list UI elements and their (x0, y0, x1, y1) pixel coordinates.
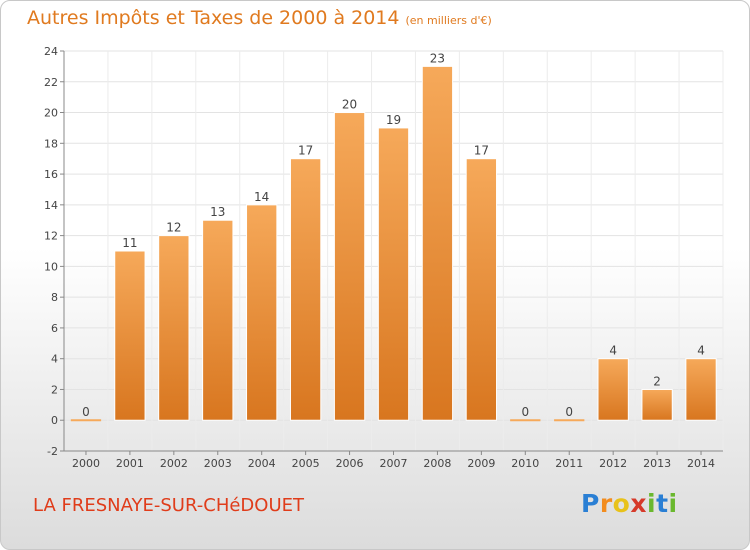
x-tick-label: 2002 (160, 457, 188, 470)
proxiti-logo[interactable]: Proxiti (581, 489, 678, 518)
logo-letter: P (581, 489, 600, 518)
y-tick-label: 14 (44, 199, 58, 212)
bar (685, 358, 717, 421)
bar-value-label: 12 (166, 221, 181, 235)
y-tick-label: 4 (51, 353, 58, 366)
y-tick-label: 22 (44, 76, 58, 89)
bar (289, 158, 322, 421)
y-tick-label: 20 (44, 107, 58, 120)
bar-layer (70, 65, 717, 422)
bar (597, 358, 629, 421)
y-tick-label: 16 (44, 168, 58, 181)
x-tick-label: 2001 (116, 457, 144, 470)
chart-unit: (en milliers d'€) (405, 14, 492, 27)
x-tick-label: 2012 (599, 457, 627, 470)
bar-value-label: 20 (342, 98, 357, 112)
bar-value-label: 2 (653, 374, 661, 388)
x-tick-label: 2014 (687, 457, 715, 470)
bar-value-label: 17 (474, 144, 489, 158)
y-tick-label: 6 (51, 322, 58, 335)
y-tick-label: 2 (51, 383, 58, 396)
bar (641, 388, 673, 421)
logo-letter: i (647, 489, 657, 518)
logo-letter: x (630, 489, 647, 518)
logo-letter: o (612, 489, 631, 518)
y-tick-label: 10 (44, 260, 58, 273)
bar-value-label: 0 (521, 405, 529, 419)
bar-value-label: 14 (254, 190, 269, 204)
bar-value-label: 0 (82, 405, 90, 419)
y-tick-label: 8 (51, 291, 58, 304)
bar-value-label: 4 (609, 344, 617, 358)
commune-name: LA FRESNAYE-SUR-CHéDOUET (33, 495, 305, 516)
y-tick-label: 18 (44, 137, 58, 150)
bar-value-label: 11 (122, 236, 137, 250)
y-tick-label: 0 (51, 414, 58, 427)
x-tick-label: 2003 (204, 457, 232, 470)
x-tick-label: 2013 (643, 457, 671, 470)
bar (246, 204, 278, 421)
label-layer: 0 11 12 13 14 17 20 19 23 17 0 0 4 2 4 (82, 51, 705, 419)
y-tick-label: 24 (44, 45, 58, 58)
x-tick-label: 2000 (72, 457, 100, 470)
logo-letter: t (656, 489, 669, 518)
x-tick-label: 2009 (467, 457, 495, 470)
y-tick-label: -2 (47, 445, 58, 458)
logo-letter: r (599, 489, 613, 518)
x-tick-label: 2005 (292, 457, 320, 470)
x-tick-label: 2006 (336, 457, 364, 470)
bar (202, 219, 234, 421)
bar (333, 112, 366, 421)
bar (421, 65, 454, 421)
x-tick-label: 2007 (380, 457, 408, 470)
x-tick-label: 2004 (248, 457, 276, 470)
x-tick-label: 2008 (423, 457, 451, 470)
bar-value-label: 19 (386, 113, 401, 127)
x-tick-label: 2010 (511, 457, 539, 470)
bar-value-label: 4 (697, 344, 705, 358)
chart-title-block: Autres Impôts et Taxes de 2000 à 2014 (en… (27, 7, 492, 29)
bar-value-label: 0 (565, 405, 573, 419)
bar-value-label: 23 (430, 51, 445, 65)
bar-value-label: 17 (298, 144, 313, 158)
chart-title: Autres Impôts et Taxes de 2000 à 2014 (27, 7, 400, 29)
bar (377, 127, 410, 421)
y-tick-label: 12 (44, 230, 58, 243)
bar (114, 250, 146, 421)
logo-letter: i (668, 489, 678, 518)
bar-value-label: 13 (210, 205, 225, 219)
bar (158, 235, 190, 421)
x-tick-label: 2011 (555, 457, 583, 470)
bar (465, 158, 498, 421)
